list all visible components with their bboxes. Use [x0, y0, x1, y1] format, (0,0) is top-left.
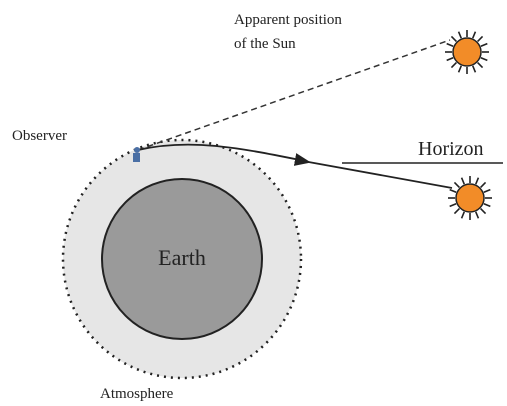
diagram: Apparent position of the Sun Observer Ho… — [0, 0, 507, 406]
apparent-ray — [138, 40, 450, 150]
incoming-ray — [303, 161, 452, 188]
atmosphere-label: Atmosphere — [100, 386, 174, 402]
apparent-sun-label-1: Apparent position — [234, 12, 342, 28]
sun — [445, 30, 489, 74]
horizon-label: Horizon — [418, 138, 484, 160]
observer-label: Observer — [12, 128, 67, 144]
apparent-sun-label-2: of the Sun — [234, 36, 296, 52]
sun — [448, 176, 492, 220]
suns — [445, 30, 492, 220]
earth-label: Earth — [158, 245, 206, 270]
